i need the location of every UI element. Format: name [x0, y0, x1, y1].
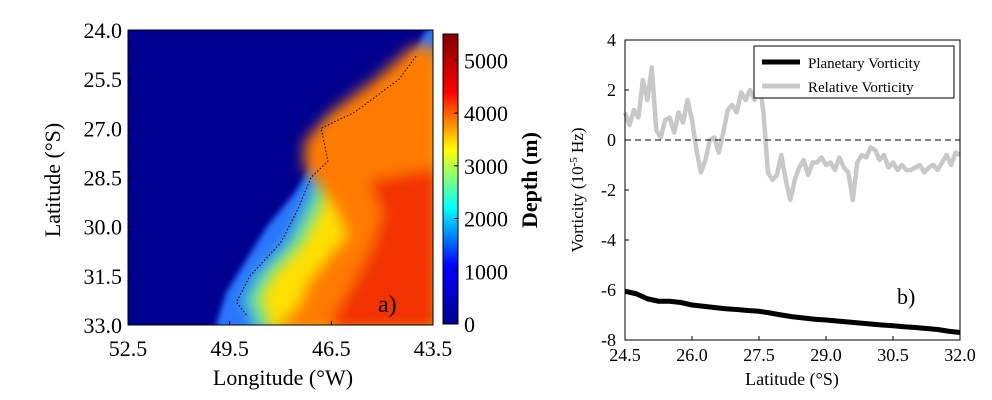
vorticity-x-tick-label: 30.5 — [877, 345, 909, 365]
legend-label-planetary: Planetary Vorticity — [808, 56, 921, 72]
map-x-axis-label: Longitude (°W) — [213, 365, 353, 390]
map-x-tick-label: 49.5 — [210, 336, 249, 361]
map-x-tick-label: 46.5 — [312, 336, 351, 361]
map-y-tick-label: 24.0 — [84, 18, 123, 43]
colorbar-tick-label: 4000 — [464, 101, 508, 126]
map-x-tick-label: 43.5 — [414, 336, 453, 361]
colorbar-tick-label: 1000 — [464, 259, 508, 284]
map-y-tick-label: 28.5 — [84, 166, 123, 191]
vorticity-y-tick-label: 0 — [607, 130, 616, 150]
vorticity-y-tick-label: 2 — [607, 80, 616, 100]
vorticity-series — [622, 65, 962, 335]
colorbar-tick-label: 2000 — [464, 207, 508, 232]
map-panel-label: a) — [378, 292, 397, 318]
colorbar-ticks: 0 1000 2000 3000 4000 5000 — [454, 48, 508, 337]
vorticity-x-ticks: 24.5 26.0 27.5 29.0 30.5 32.0 — [609, 336, 976, 365]
vorticity-x-tick-label: 24.5 — [609, 345, 641, 365]
map-y-tick-label: 31.5 — [84, 264, 123, 289]
vorticity-y-axis-label: Vorticity (10-5 Hz) — [568, 127, 587, 252]
legend-label-relative: Relative Vorticity — [808, 80, 914, 96]
map-x-tick-label: 52.5 — [109, 336, 148, 361]
vorticity-y-tick-label: -2 — [601, 180, 616, 200]
legend-box — [753, 45, 955, 99]
vorticity-y-ticks: 4 2 0 -2 -4 -6 -8 — [601, 30, 629, 350]
map-y-tick-label: 30.0 — [84, 215, 123, 240]
map-y-tick-label: 33.0 — [84, 313, 123, 338]
vorticity-panel-label: b) — [897, 284, 915, 309]
map-x-ticks: 52.5 49.5 46.5 43.5 — [109, 321, 453, 361]
colorbar-tick-label: 0 — [464, 312, 475, 337]
vorticity-y-tick-label: 4 — [607, 30, 616, 50]
relative-vorticity-line — [622, 65, 962, 203]
planetary-vorticity-line — [624, 288, 961, 335]
map-y-ticks: 24.0 25.5 27.0 28.5 30.0 31.5 33.0 — [84, 18, 132, 338]
vorticity-x-tick-label: 26.0 — [676, 345, 708, 365]
vorticity-y-tick-label: -8 — [601, 330, 616, 350]
legend: Planetary Vorticity Relative Vorticity — [753, 45, 955, 99]
depth-field — [128, 30, 433, 325]
depth-colorbar: 0 1000 2000 3000 4000 5000 Depth (m) — [442, 33, 542, 337]
vorticity-x-axis-label: Latitude (°S) — [745, 369, 839, 390]
isobath-line — [235, 55, 417, 316]
deepest-water — [330, 168, 433, 325]
map-y-tick-label: 25.5 — [84, 67, 123, 92]
map-y-tick-label: 27.0 — [84, 116, 123, 141]
colorbar-label: Depth (m) — [517, 132, 542, 228]
vorticity-x-tick-label: 27.5 — [743, 345, 775, 365]
vorticity-x-tick-label: 29.0 — [810, 345, 842, 365]
map-y-axis-label: Latitude (°S) — [40, 123, 65, 238]
bathymetry-map-panel: 52.5 49.5 46.5 43.5 24.0 25.5 27.0 28.5 30.0 31.… — [40, 18, 452, 390]
colorbar-gradient — [442, 33, 459, 325]
vorticity-x-tick-label: 32.0 — [944, 345, 976, 365]
colorbar-tick-label: 3000 — [464, 154, 508, 179]
vorticity-y-tick-label: -6 — [601, 280, 616, 300]
vorticity-chart-panel: 24.5 26.0 27.5 29.0 30.5 32.0 4 2 0 -2 -4 -6 -8 Pla… — [568, 30, 976, 390]
colorbar-tick-label: 5000 — [464, 48, 508, 73]
vorticity-y-tick-label: -4 — [601, 230, 616, 250]
